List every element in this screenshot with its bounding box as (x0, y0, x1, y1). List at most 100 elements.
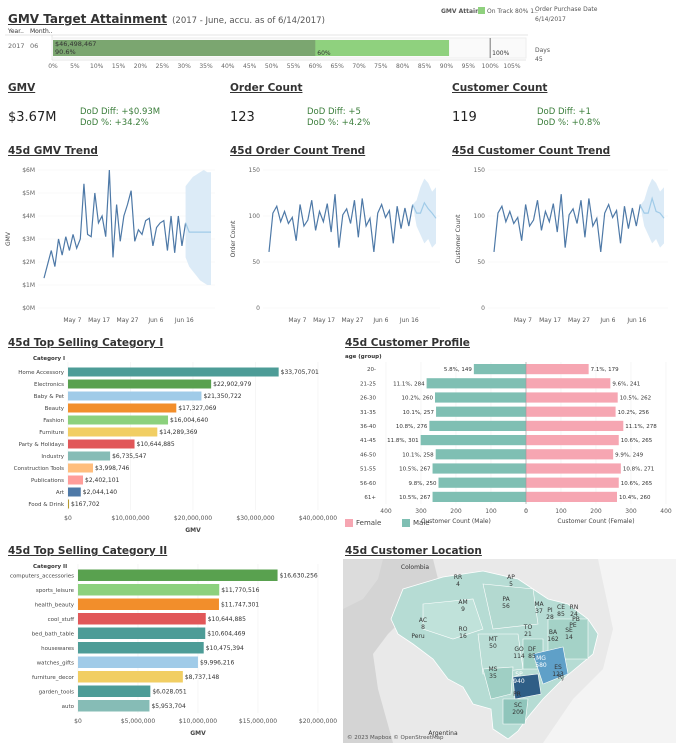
trend-xtick: May 7 (288, 317, 306, 324)
cat-label: Beauty (45, 406, 65, 412)
attain-tick: 65% (330, 63, 344, 70)
profile-label-female: 10.5%, 262 (620, 396, 651, 402)
cat-bar (68, 379, 212, 389)
cat-label: Fashion (43, 418, 64, 424)
attainment-pct-label: 90.6% (55, 48, 76, 56)
forecast-band (412, 178, 436, 248)
kpi-gmv-value: $3.67M (8, 110, 57, 125)
order-date-label: Order Purchase Date (535, 6, 598, 13)
map-label-colombia: Colombia (401, 564, 430, 571)
cat-xtick: $5,000,000 (121, 718, 156, 725)
map-label-ba: BA 162 (547, 629, 559, 643)
trend-xtick: Jun 16 (399, 317, 419, 324)
profile-xtick-female: 0 (524, 508, 528, 515)
trend-line-forecast (639, 196, 665, 219)
profile-xtick-female: 100 (555, 508, 567, 515)
cat-xlabel: GMV (185, 527, 201, 534)
cat-xtick: $0 (74, 718, 82, 725)
cat-value-label: $16,004,640 (170, 417, 208, 424)
male-swatch (402, 519, 410, 527)
cat-label: Art (56, 490, 65, 496)
attain-tick: 105% (503, 63, 520, 70)
map-label-ms: MS 35 (489, 666, 498, 680)
cat-value-label: $3,998,746 (95, 465, 130, 472)
cat-xtick: $10,000,000 (111, 515, 149, 522)
map-label-pi: PI 28 (546, 607, 554, 621)
kpi-customers-diff: DoD Diff: +1 (537, 107, 591, 117)
profile-bar-female (526, 406, 616, 417)
map-region-pa (482, 583, 539, 630)
profile-label-female: 10.6%, 265 (621, 438, 653, 444)
profile-age-label: 51-55 (360, 467, 376, 473)
cat-bar (68, 475, 84, 485)
map-label-ro: RO 16 (459, 626, 468, 640)
trend-ytick: 50 (477, 259, 485, 266)
gmv-trend-title: 45d GMV Trend (8, 145, 98, 157)
trend-xtick: May 17 (539, 317, 561, 324)
cat-bar (68, 499, 70, 509)
legend-female[interactable]: Female (356, 519, 382, 527)
kpi-customers-title: Customer Count (452, 82, 548, 94)
attain-legend-item[interactable]: On Track 80% 1.. (487, 8, 538, 15)
cat-value-label: $16,630,256 (280, 572, 318, 579)
cat-value-label: $6,735,547 (112, 453, 147, 460)
profile-age-label: 31-35 (360, 410, 376, 416)
cat-value-label: $11,747,301 (221, 601, 259, 608)
title-sub: (2017 - June, accu. as of 6/14/2017) (172, 16, 325, 26)
cat-xtick: $20,000,000 (299, 718, 337, 725)
map-label-pr: PR (513, 691, 521, 698)
profile-label-female: 9.6%, 241 (612, 381, 640, 387)
profile-bar-female (526, 463, 621, 474)
mark-60-label: 60% (317, 50, 331, 57)
profile-chart: age (group)400 300 200 100 00 100 200 300 40020-… (345, 354, 672, 525)
cat-xtick: $40,000,000 (299, 515, 337, 522)
profile-bar-female (526, 378, 611, 389)
cat-bar (68, 439, 135, 449)
profile-bar-female (526, 477, 619, 488)
cat-value-label: $22,902,979 (213, 381, 251, 388)
map-label-ce: CE 85 (557, 604, 565, 618)
profile-xlabel-male: Customer Count (Male) (421, 518, 491, 525)
profile-bar-female (526, 435, 619, 446)
attain-tick: 60% (309, 63, 323, 70)
map-label-mt: MT 50 (489, 636, 498, 650)
cat-label: watches_gifts (37, 660, 75, 666)
cat-value-label: $5,953,704 (151, 703, 186, 710)
profile-bar-male (432, 463, 526, 474)
profile-label-male: 10.5%, 267 (399, 467, 431, 473)
profile-title: 45d Customer Profile (345, 337, 470, 349)
profile-label-male: 5.8%, 149 (444, 367, 472, 373)
trend-xtick: May 7 (514, 317, 532, 324)
cat-bar (78, 656, 198, 668)
legend-male[interactable]: Male (413, 519, 430, 527)
attainment-chart: Year.. Month.. 2017 06 $46,498,467 90.6%… (5, 28, 528, 70)
map-credit: © 2023 Mapbox © OpenStreetMap (347, 734, 444, 741)
trend-xtick: Jun 6 (372, 317, 388, 324)
trend-ytick: 100 (474, 213, 486, 220)
trend-ytick: $6M (22, 167, 35, 174)
order-date-value[interactable]: 6/14/2017 (535, 16, 566, 23)
map-land-northwest (343, 559, 383, 609)
trend-ytick: 0 (256, 305, 260, 312)
cat-value-label: $33,705,701 (281, 369, 319, 376)
cat-label: Publications (31, 478, 64, 484)
profile-label-female: 7.1%, 179 (591, 367, 619, 373)
cat-header: Category II (33, 564, 67, 570)
profile-age-label: 26-30 (360, 396, 376, 402)
cat-value-label: $6,028,051 (152, 688, 187, 695)
profile-bar-female (526, 364, 589, 375)
attain-tick: 30% (177, 63, 191, 70)
customer-location-map[interactable]: Colombia Peru Argentina RR 4 AP 5 AM 9 PA 56 MA 37 CE… (343, 559, 676, 743)
attainment-bar[interactable] (53, 40, 450, 56)
cat-label: sports_leisure (36, 588, 75, 594)
map-label-rr: RR 4 (454, 574, 462, 588)
trend-xtick: May 17 (313, 317, 335, 324)
trend-xtick: Jun 6 (147, 317, 163, 324)
kpi-orders-pct: DoD %: +4.2% (307, 118, 371, 128)
trend-ytick: 100 (249, 213, 261, 220)
profile-xtick-male: 0 (524, 508, 528, 515)
profile-xtick-female: 400 (660, 508, 672, 515)
attain-tick: 15% (112, 63, 126, 70)
attain-tick: 0% (48, 63, 58, 70)
map-label-ap: AP 5 (507, 574, 515, 588)
